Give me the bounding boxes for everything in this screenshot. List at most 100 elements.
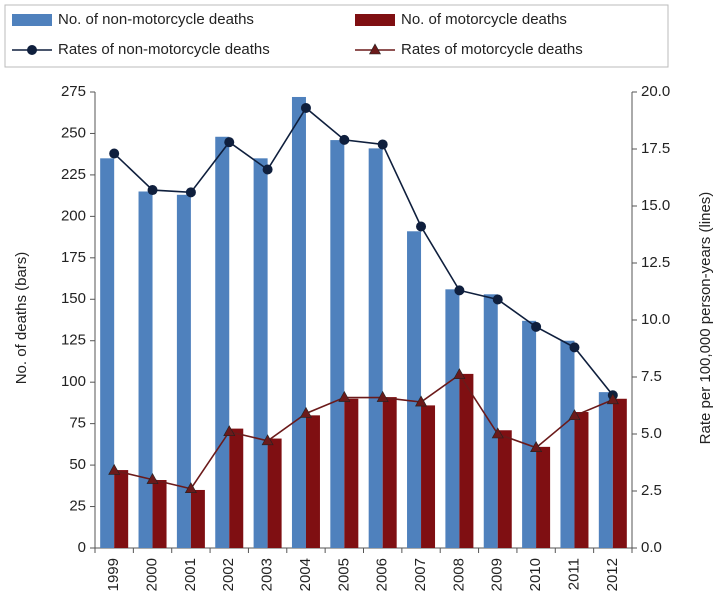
line-marker [339,134,350,145]
y2-tick-label: 17.5 [641,140,670,157]
x-tick-label: 2003 [259,558,276,591]
line-marker [338,390,351,402]
legend-swatch [355,14,395,26]
x-tick-label: 1999 [105,558,122,591]
y-tick-label: 275 [61,83,86,100]
y2-axis-label: Rate per 100,000 person-years (lines) [697,192,714,445]
bar [536,446,551,548]
line [113,106,614,396]
bar [229,428,244,548]
x-tick-label: 2005 [335,558,352,591]
x-tick-label: 2011 [565,558,582,590]
bar [152,480,167,548]
line-marker [453,368,466,380]
bar [598,392,613,548]
x-tick-label: 2004 [297,558,314,591]
bar [459,373,474,548]
y-tick-label: 150 [61,290,86,307]
bar [368,148,383,549]
legend-label: No. of non-motorcycle deaths [58,11,254,28]
legend-swatch [12,14,52,26]
y2-tick-label: 2.5 [641,482,662,499]
y2-tick-label: 20.0 [641,83,670,100]
x-tick-label: 2007 [412,558,429,591]
y-tick-label: 250 [61,124,86,141]
line-marker [300,102,311,113]
line-marker [491,427,504,439]
line-marker [108,463,121,475]
bar [574,412,589,548]
x-tick-label: 2000 [144,558,161,591]
line [113,373,614,490]
bar [407,231,422,548]
bar [305,415,320,548]
bar [445,289,460,548]
line-marker [184,482,197,494]
line-marker [377,139,388,150]
line-marker [146,472,159,484]
legend-marker [27,45,37,55]
line-marker [262,164,273,175]
legend-label: Rates of non-motorcycle deaths [58,41,270,58]
y-tick-label: 200 [61,207,86,224]
y-tick-label: 225 [61,166,86,183]
line-marker [530,441,543,452]
y2-tick-label: 12.5 [641,254,670,271]
x-tick-label: 2001 [182,558,199,591]
line-marker [606,393,619,405]
y-tick-label: 175 [61,249,86,266]
y2-tick-label: 15.0 [641,197,670,214]
bar [421,405,436,548]
bar [522,320,537,548]
line-marker [147,185,158,196]
y-tick-label: 0 [78,539,86,556]
line-marker [109,148,120,159]
bar [483,294,498,548]
bar [382,397,397,548]
y2-tick-label: 5.0 [641,425,662,442]
y2-tick-label: 0.0 [641,539,662,556]
bar [190,489,205,548]
y2-tick-label: 7.5 [641,368,662,385]
bar [344,398,359,548]
x-tick-label: 2002 [220,558,237,591]
bar [267,438,282,548]
bar [291,96,306,548]
y-tick-label: 50 [69,456,86,473]
y-tick-label: 125 [61,332,86,349]
bar [215,136,230,548]
bar [330,140,345,548]
line-marker [531,321,542,332]
x-tick-label: 2012 [604,558,621,591]
bar [100,158,115,548]
legend-label: Rates of motorcycle deaths [401,41,583,58]
legend-marker [368,43,382,55]
bar [612,398,627,548]
legend-box [4,4,669,68]
line-marker [185,187,196,198]
line-marker [299,406,312,418]
y2-tick-label: 10.0 [641,311,670,328]
line-marker [223,425,236,437]
bar [114,470,129,548]
bar [138,191,153,548]
line-marker [568,409,581,421]
line-marker [415,395,428,407]
y-axis-label: No. of deaths (bars) [13,252,30,385]
y-tick-label: 25 [69,498,86,515]
line-marker [376,390,389,402]
x-tick-label: 2009 [489,558,506,591]
x-tick-label: 2010 [527,558,544,591]
line-marker [569,342,580,353]
line-marker [416,221,427,232]
line-marker [492,294,503,305]
bar [560,340,575,548]
line-marker [224,137,235,148]
bar [497,430,512,548]
y-tick-label: 100 [61,373,86,390]
bar [176,194,191,549]
bar [253,158,268,548]
x-tick-label: 2008 [450,558,467,591]
